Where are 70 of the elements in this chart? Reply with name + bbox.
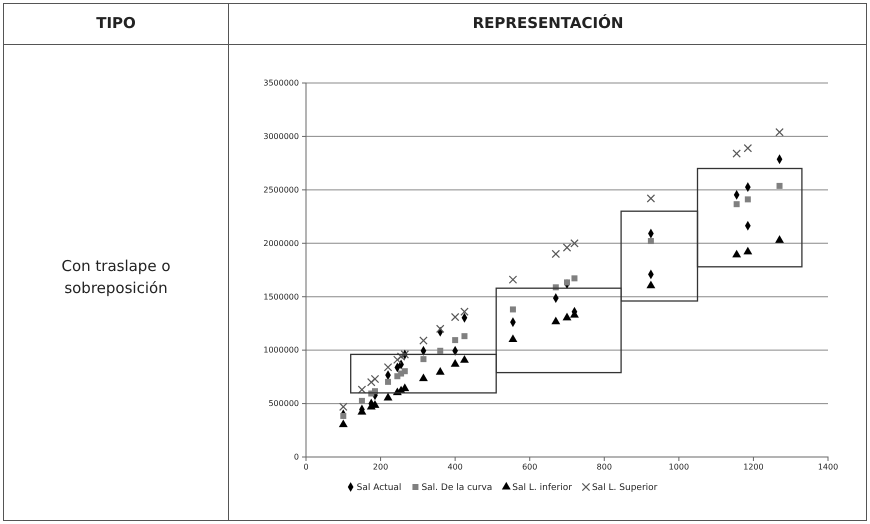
point bbox=[367, 378, 376, 386]
x-tick-label: 600 bbox=[522, 462, 538, 472]
y-tick-label: 2000000 bbox=[263, 238, 299, 248]
point bbox=[437, 348, 444, 354]
point bbox=[744, 196, 751, 202]
text: REPRESENTACIÓN bbox=[472, 14, 624, 32]
point bbox=[450, 312, 460, 322]
point bbox=[775, 128, 784, 136]
point bbox=[419, 373, 428, 382]
point bbox=[646, 280, 656, 288]
point bbox=[393, 356, 402, 364]
point bbox=[340, 412, 346, 419]
text: Con traslape o sobreposición bbox=[61, 257, 171, 297]
x-tick-label: 1400 bbox=[818, 462, 838, 472]
point bbox=[452, 337, 458, 344]
point bbox=[436, 324, 444, 333]
point bbox=[732, 250, 742, 258]
x-tick-label: 1200 bbox=[743, 462, 764, 472]
point bbox=[358, 385, 366, 394]
legend-label: Sal L. inferior bbox=[512, 483, 572, 493]
point bbox=[436, 367, 445, 375]
point bbox=[551, 316, 560, 324]
point bbox=[744, 144, 752, 152]
point bbox=[570, 239, 579, 248]
point bbox=[370, 374, 380, 384]
point bbox=[732, 149, 741, 158]
y-tick-label: 1000000 bbox=[263, 346, 299, 355]
point bbox=[461, 333, 468, 340]
point bbox=[419, 336, 428, 345]
point bbox=[552, 250, 560, 258]
point bbox=[338, 420, 348, 428]
point bbox=[743, 246, 752, 254]
point bbox=[358, 398, 365, 404]
point bbox=[508, 334, 518, 342]
y-tick-label: 500000 bbox=[268, 399, 299, 408]
point bbox=[339, 402, 348, 411]
point bbox=[420, 356, 426, 362]
point bbox=[734, 201, 740, 208]
text: TIPO bbox=[96, 14, 136, 32]
x-tick-label: 200 bbox=[372, 462, 388, 472]
point bbox=[396, 352, 406, 361]
point bbox=[564, 279, 570, 286]
point bbox=[510, 306, 516, 312]
legend-label: Sal. De la curva bbox=[421, 483, 492, 493]
point bbox=[508, 275, 518, 284]
point bbox=[775, 235, 784, 243]
point bbox=[562, 312, 572, 320]
legend-label: Sal Actual bbox=[356, 483, 402, 493]
x-tick-label: 0 bbox=[303, 462, 309, 472]
x-tick-label: 400 bbox=[448, 462, 463, 472]
point bbox=[385, 378, 392, 385]
y-tick-label: 3500000 bbox=[263, 78, 299, 88]
point bbox=[402, 368, 408, 374]
x-tick-label: 1000 bbox=[668, 462, 690, 472]
point bbox=[571, 275, 578, 282]
point bbox=[460, 355, 469, 363]
y-tick-label: 3000000 bbox=[263, 132, 299, 141]
point bbox=[562, 243, 572, 252]
legend-label: Sal L. Superior bbox=[592, 483, 658, 493]
point bbox=[648, 238, 654, 244]
point bbox=[450, 359, 460, 367]
y-tick-label: 2500000 bbox=[263, 185, 299, 194]
x-tick-label: 800 bbox=[596, 462, 612, 472]
point bbox=[384, 392, 392, 400]
point bbox=[776, 182, 783, 189]
point bbox=[384, 363, 392, 372]
y-tick-label: 0 bbox=[294, 452, 299, 462]
point bbox=[460, 307, 469, 316]
y-tick-label: 1500000 bbox=[263, 292, 299, 302]
point bbox=[646, 194, 656, 203]
